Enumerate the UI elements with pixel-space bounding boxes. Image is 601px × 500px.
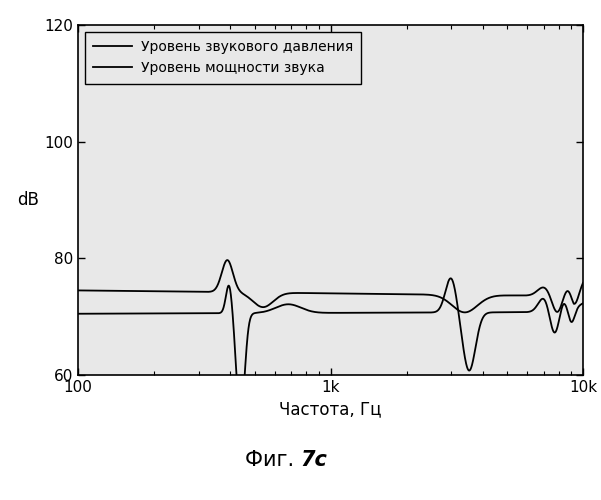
Уровень звукового давления [237, 415, 244, 421]
Уровень звукового давления [447, 276, 454, 281]
Text: 7c: 7c [300, 450, 328, 470]
Уровень мощности звука [579, 280, 587, 286]
Уровень мощности звука [75, 288, 82, 294]
Уровень звукового давления [162, 310, 169, 316]
Уровень звукового давления [75, 310, 82, 317]
Уровень мощности звука [290, 290, 297, 296]
Уровень мощности звука [224, 257, 231, 263]
Уровень звукового давления [290, 302, 297, 308]
Уровень звукового давления [570, 316, 577, 322]
Уровень звукового давления [268, 306, 275, 312]
Line: Уровень мощности звука: Уровень мощности звука [78, 260, 583, 312]
Y-axis label: dB: dB [17, 191, 38, 209]
Уровень звукового давления [579, 300, 587, 306]
Уровень мощности звука [132, 288, 139, 294]
Уровень мощности звука [461, 310, 468, 316]
Уровень звукового давления [132, 310, 139, 316]
Уровень мощности звука [516, 292, 523, 298]
Line: Уровень звукового давления: Уровень звукового давления [78, 278, 583, 418]
Уровень звукового давления [516, 309, 523, 315]
Уровень мощности звука [162, 288, 169, 294]
Legend: Уровень звукового давления, Уровень мощности звука: Уровень звукового давления, Уровень мощн… [85, 32, 361, 84]
Уровень мощности звука [268, 300, 275, 306]
Уровень мощности звука [570, 300, 577, 306]
X-axis label: Частота, Гц: Частота, Гц [279, 400, 382, 418]
Text: Фиг.: Фиг. [245, 450, 300, 470]
